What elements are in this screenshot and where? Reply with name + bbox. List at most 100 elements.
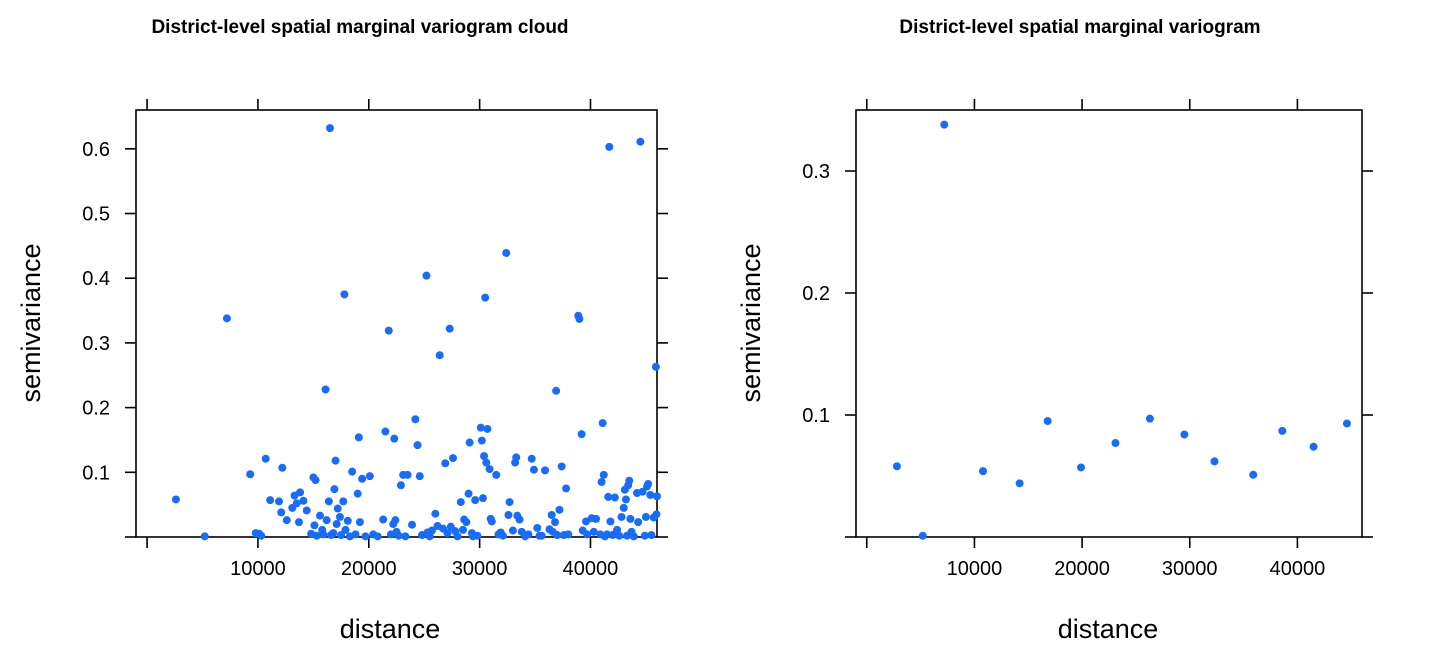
- data-point: [325, 124, 334, 133]
- data-point: [266, 496, 275, 505]
- data-point: [478, 494, 487, 503]
- data-point: [636, 137, 645, 146]
- data-point: [918, 531, 927, 540]
- data-point: [337, 531, 346, 540]
- y-axis-label: semivariance: [736, 243, 766, 402]
- y-tick-label: 0.2: [802, 283, 830, 305]
- data-point: [413, 441, 422, 450]
- data-point: [505, 498, 514, 507]
- data-point: [449, 454, 458, 463]
- data-point: [621, 495, 630, 504]
- data-point: [396, 481, 405, 490]
- x-axis-label: distance: [340, 614, 441, 644]
- data-point: [299, 496, 308, 505]
- y-tick-label: 0.3: [802, 161, 830, 183]
- data-point: [604, 492, 613, 501]
- data-point: [292, 499, 301, 508]
- data-point: [343, 516, 352, 525]
- data-point: [597, 478, 606, 487]
- data-point: [638, 487, 647, 496]
- data-point: [537, 531, 546, 540]
- data-point: [529, 465, 538, 474]
- y-tick-label: 0.3: [82, 333, 110, 355]
- data-point: [646, 490, 655, 499]
- data-point: [1278, 426, 1287, 435]
- x-tick-label: 30000: [452, 558, 508, 580]
- data-point: [625, 476, 634, 485]
- chart-title: District-level spatial marginal variogra…: [151, 17, 568, 38]
- data-point: [504, 511, 513, 520]
- data-point: [312, 531, 321, 540]
- data-point: [384, 326, 393, 335]
- x-tick-label: 10000: [947, 558, 1003, 580]
- data-point: [653, 492, 661, 501]
- y-tick-label: 0.6: [82, 139, 110, 161]
- data-point: [481, 293, 490, 302]
- data-point: [629, 532, 638, 541]
- data-point: [321, 385, 330, 394]
- data-point: [564, 530, 573, 539]
- data-point: [331, 456, 340, 465]
- data-point: [502, 248, 511, 257]
- data-point: [527, 454, 536, 463]
- data-point: [1043, 417, 1052, 426]
- data-point: [552, 386, 561, 395]
- x-axis-label: distance: [1058, 614, 1159, 644]
- data-point: [605, 142, 614, 151]
- data-point: [351, 530, 360, 539]
- data-point: [222, 314, 231, 323]
- data-point: [464, 489, 473, 498]
- data-point: [547, 511, 556, 520]
- data-point: [634, 518, 643, 527]
- data-point: [487, 517, 496, 526]
- data-point: [615, 531, 624, 540]
- data-point: [422, 271, 431, 280]
- data-point: [1210, 457, 1219, 466]
- x-tick-label: 40000: [1270, 558, 1326, 580]
- axis-ticks: 10000 20000 30000 40000 0.1 0.2 0.3: [802, 99, 1373, 580]
- data-point: [589, 527, 598, 536]
- data-point: [435, 351, 444, 360]
- data-point: [329, 529, 338, 538]
- y-tick-label: 0.5: [82, 204, 110, 226]
- data-point: [583, 530, 592, 539]
- data-point: [358, 474, 367, 483]
- y-axis-label: semivariance: [16, 243, 46, 402]
- variogram-panel: District-level spatial marginal variogra…: [736, 17, 1373, 644]
- data-point: [473, 531, 482, 540]
- data-point: [456, 498, 465, 507]
- data-point: [353, 489, 362, 498]
- data-point: [294, 518, 303, 527]
- data-points: [171, 124, 661, 541]
- data-point: [512, 453, 521, 462]
- data-point: [465, 438, 474, 447]
- y-tick-label: 0.1: [82, 462, 110, 484]
- plot-frame: [135, 109, 658, 538]
- data-point: [355, 518, 364, 527]
- data-point: [330, 485, 339, 494]
- x-tick-label: 40000: [563, 558, 619, 580]
- data-point: [515, 515, 524, 524]
- data-point: [979, 467, 988, 476]
- data-point: [459, 525, 468, 534]
- data-point: [498, 531, 507, 540]
- data-point: [1077, 463, 1086, 472]
- data-point: [322, 516, 331, 525]
- data-point: [310, 521, 319, 530]
- data-point: [940, 120, 949, 129]
- data-point: [277, 508, 286, 517]
- data-point: [354, 433, 363, 442]
- data-point: [341, 525, 350, 534]
- data-point: [453, 532, 462, 541]
- data-point: [379, 515, 388, 524]
- data-point: [401, 532, 410, 541]
- data-point: [533, 523, 542, 532]
- data-point: [485, 465, 494, 474]
- data-point: [445, 324, 454, 333]
- x-tick-label: 20000: [1054, 558, 1110, 580]
- y-tick-label: 0.2: [82, 398, 110, 420]
- data-point: [651, 362, 660, 371]
- data-point: [619, 503, 628, 512]
- data-point: [626, 514, 635, 523]
